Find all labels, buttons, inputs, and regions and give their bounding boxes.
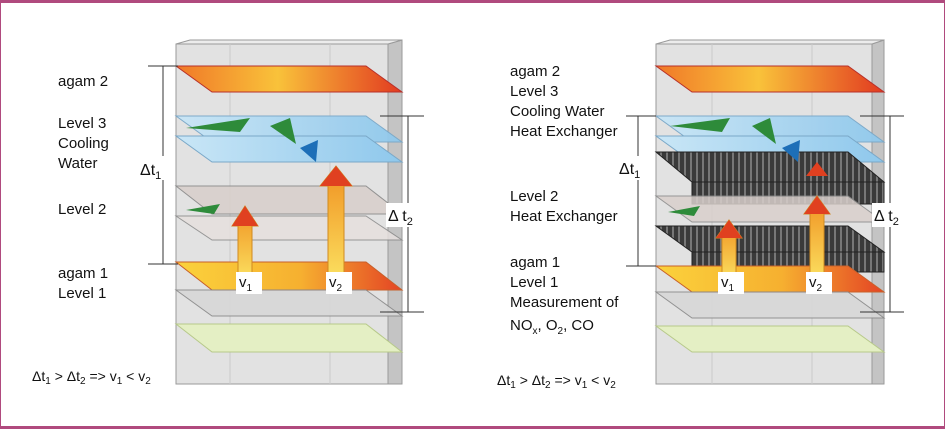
left-label-level2: Level 2 (58, 201, 106, 218)
right-green-arrow-1 (670, 118, 730, 132)
right-blue-arrow (782, 140, 800, 162)
right-label-cooling-water: Cooling Water (510, 103, 604, 120)
left-green-arrow-1 (186, 118, 250, 132)
left-agam1-plate (174, 261, 404, 291)
right-label-level3: Level 3 (510, 83, 558, 100)
left-v2-label: v2 (326, 272, 352, 294)
right-dt2-label: Δ t2 (872, 203, 916, 228)
left-formula: Δt1 > Δt2 => v1 < v2 (32, 368, 151, 387)
left-label-agam1: agam 1 (58, 265, 108, 282)
right-label-heat-exchanger-top: Heat Exchanger (510, 123, 618, 140)
right-label-heat-exchanger-mid: Heat Exchanger (510, 208, 618, 225)
left-label-level1: Level 1 (58, 285, 106, 302)
right-heat-exchanger-mid (654, 225, 886, 253)
right-green-arrow-2 (752, 118, 776, 144)
right-agam1-plate (654, 265, 886, 293)
right-v2-label: v2 (806, 272, 832, 294)
right-label-level2: Level 2 (510, 188, 558, 205)
svg-text:Δ t2: Δ t2 (874, 208, 899, 228)
left-cooling-plate (174, 135, 404, 163)
left-arrow-v1-head (232, 206, 258, 226)
right-v1-label: v1 (718, 272, 744, 294)
right-level1-plate (654, 291, 886, 319)
left-dt1-label: Δt1 (139, 156, 169, 182)
left-ground-grid (174, 323, 404, 353)
right-agam2-plate (654, 65, 886, 93)
right-label-agam2: agam 2 (510, 63, 560, 80)
right-formula: Δt1 > Δt2 => v1 < v2 (497, 372, 616, 391)
left-level1-plate (174, 289, 404, 317)
right-arrow-v1-head (716, 220, 742, 238)
right-top-red-arrow (806, 162, 828, 176)
left-agam2-plate (174, 65, 404, 93)
svg-text:Δ t2: Δ t2 (388, 208, 413, 228)
svg-text:v1: v1 (721, 274, 735, 294)
svg-text:v2: v2 (809, 274, 823, 294)
svg-text:Δt1 > Δt2 => v1 < v2: Δt1 > Δt2 => v1 < v2 (32, 368, 151, 387)
right-label-measurement: Measurement of (510, 294, 619, 311)
left-green-arrow-2 (270, 118, 296, 144)
svg-text:v2: v2 (329, 274, 343, 294)
right-dt1-dimension (626, 115, 656, 267)
left-label-agam2: agam 2 (58, 73, 108, 90)
left-blue-arrow (300, 140, 318, 162)
right-label-level1: Level 1 (510, 274, 558, 291)
left-level2-lower-plate (174, 215, 404, 241)
svg-text:Δt1: Δt1 (140, 162, 161, 182)
svg-text:Δt1: Δt1 (619, 161, 640, 181)
left-green-arrow-3 (186, 204, 220, 214)
right-arrow-v2-head (804, 196, 830, 214)
right-ground-grid (654, 325, 886, 353)
left-label-cooling: Cooling (58, 135, 109, 152)
left-dt2-label: Δ t2 (386, 203, 430, 228)
right-label-gases: NOx, O2, CO (510, 317, 594, 337)
left-label-water: Water (58, 155, 97, 172)
left-arrow-v2-head (320, 166, 352, 186)
svg-text:Δt1 > Δt2 => v1 < v2: Δt1 > Δt2 => v1 < v2 (497, 372, 616, 391)
svg-text:v1: v1 (239, 274, 253, 294)
left-v1-label: v1 (236, 272, 262, 294)
left-label-level3: Level 3 (58, 115, 106, 132)
right-green-arrow-3 (668, 206, 700, 216)
right-dt1-label: Δt1 (618, 156, 648, 181)
right-label-agam1: agam 1 (510, 254, 560, 271)
right-heat-exchanger-top (654, 151, 886, 183)
